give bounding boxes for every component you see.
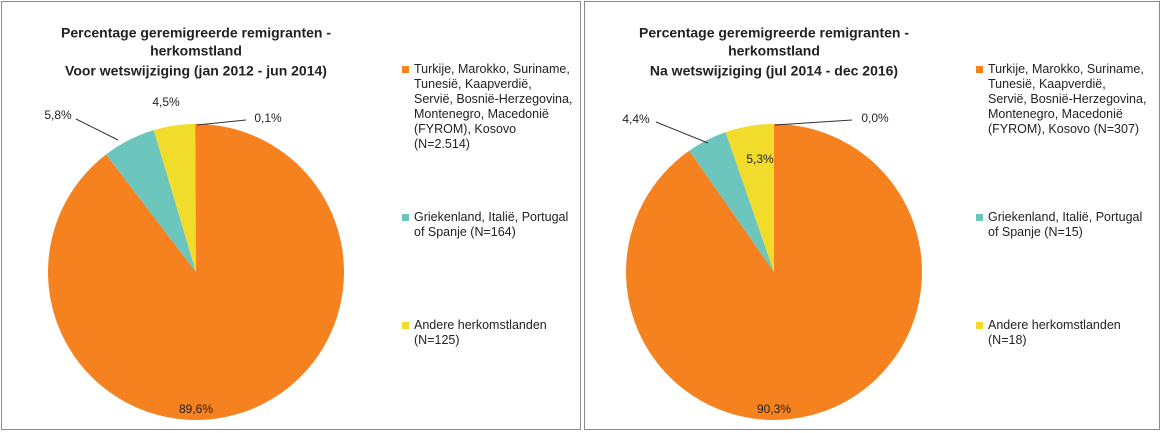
pie-slice bbox=[106, 130, 196, 272]
chart-title: Percentage geremigreerde remigranten - bbox=[61, 25, 331, 41]
data-label: 4,5% bbox=[152, 95, 180, 109]
legend-label: Andere herkomstlanden (N=18) bbox=[988, 318, 1121, 347]
legend-item: Griekenland, Italië, Portugal of Spanje … bbox=[976, 210, 1148, 240]
pie-slice bbox=[725, 124, 774, 272]
data-label: 0,1% bbox=[254, 111, 282, 125]
panel bbox=[1, 1, 581, 430]
legend-item: Andere herkomstlanden (N=18) bbox=[976, 318, 1148, 348]
chart-title: Na wetswijziging (jul 2014 - dec 2016) bbox=[650, 63, 898, 79]
legend-label: Griekenland, Italië, Portugal of Spanje … bbox=[988, 210, 1143, 239]
data-label: 5,8% bbox=[44, 108, 72, 122]
legend-label: Turkije, Marokko, Suriname, Tunesië, Kaa… bbox=[988, 62, 1147, 136]
leader-line bbox=[655, 121, 709, 144]
leader-line bbox=[75, 118, 119, 141]
legend-item: Griekenland, Italië, Portugal of Spanje … bbox=[402, 210, 574, 240]
legend-item: Andere herkomstlanden (N=125) bbox=[402, 318, 574, 348]
pie-slice bbox=[153, 124, 196, 272]
legend-item: Turkije, Marokko, Suriname, Tunesië, Kaa… bbox=[976, 62, 1148, 137]
legend-swatch bbox=[976, 214, 983, 221]
leader-line bbox=[196, 119, 247, 126]
data-label: 5,3% bbox=[746, 152, 774, 166]
data-label: 0,0% bbox=[861, 111, 889, 125]
chart-title: herkomstland bbox=[150, 43, 242, 59]
panel bbox=[584, 1, 1160, 430]
pie-slice bbox=[195, 124, 196, 272]
leader-line bbox=[774, 119, 853, 126]
legend-label: Andere herkomstlanden (N=125) bbox=[414, 318, 547, 347]
pie-slice bbox=[689, 132, 774, 272]
data-label: 89,6% bbox=[179, 402, 213, 416]
pie-slice bbox=[626, 124, 923, 420]
legend-label: Griekenland, Italië, Portugal of Spanje … bbox=[414, 210, 569, 239]
data-label: 90,3% bbox=[757, 402, 791, 416]
legend-swatch bbox=[402, 214, 409, 221]
chart-title: herkomstland bbox=[728, 43, 820, 59]
legend-swatch bbox=[976, 322, 983, 329]
chart-title: Percentage geremigreerde remigranten - bbox=[639, 25, 909, 41]
legend-swatch bbox=[402, 66, 409, 73]
data-label: 4,4% bbox=[622, 112, 650, 126]
legend-swatch bbox=[976, 66, 983, 73]
chart-title: Voor wetswijziging (jan 2012 - jun 2014) bbox=[65, 63, 327, 79]
legend-swatch bbox=[402, 322, 409, 329]
legend-item: Turkije, Marokko, Suriname, Tunesië, Kaa… bbox=[402, 62, 574, 152]
legend-label: Turkije, Marokko, Suriname, Tunesië, Kaa… bbox=[414, 62, 573, 151]
